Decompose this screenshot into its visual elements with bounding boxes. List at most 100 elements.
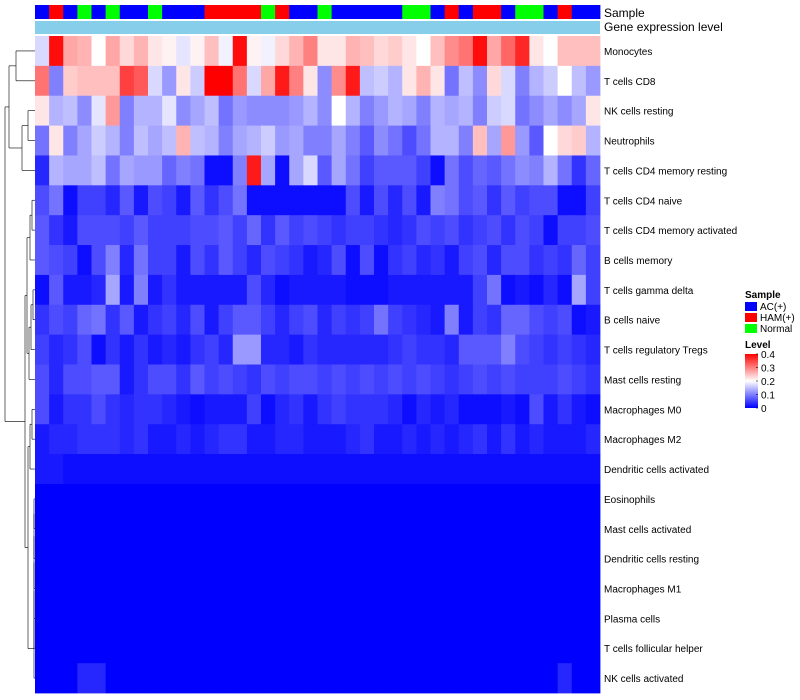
heatmap-cell — [35, 543, 50, 574]
heatmap-cell — [119, 95, 135, 126]
sample-annotation-cell — [148, 5, 163, 19]
heatmap-cell — [275, 424, 290, 455]
heatmap-cell — [275, 65, 290, 97]
heatmap-cell — [303, 573, 318, 604]
sample-annotation-cell — [359, 5, 375, 19]
heatmap-cell — [289, 663, 304, 694]
heatmap-cell — [91, 603, 107, 634]
heatmap-cell — [472, 513, 488, 545]
heatmap-cell — [49, 304, 64, 336]
heatmap-cell — [331, 663, 347, 694]
heatmap-cell — [49, 573, 64, 604]
heatmap-cell — [359, 483, 375, 515]
heatmap-cell — [105, 573, 121, 604]
heatmap-cell — [501, 573, 516, 604]
heatmap-cell — [557, 633, 573, 664]
heatmap-cell — [232, 65, 248, 97]
heatmap-cell — [317, 543, 333, 574]
heatmap-cell — [204, 394, 220, 425]
legend-tick-label: 0.2 — [761, 377, 775, 388]
heatmap-cell — [345, 95, 361, 126]
heatmap-cell — [261, 245, 276, 276]
heatmap-cell — [430, 334, 446, 365]
heatmap-cell — [402, 424, 417, 455]
heatmap-cell — [487, 334, 502, 365]
heatmap-cell — [162, 394, 177, 425]
heatmap-cell — [246, 543, 262, 574]
heatmap-cell — [359, 364, 375, 395]
heatmap-cell — [416, 603, 431, 634]
heatmap-cell — [571, 573, 587, 604]
heatmap-cell — [515, 215, 530, 246]
heatmap-cell — [585, 483, 601, 515]
heatmap-cell — [246, 65, 262, 97]
heatmap-cell — [501, 36, 516, 67]
heatmap-cell — [529, 513, 544, 545]
heatmap-cell — [402, 454, 417, 485]
heatmap-cell — [190, 334, 205, 365]
heatmap-cell — [63, 95, 78, 126]
heatmap-cell — [63, 155, 78, 186]
sample-annotation-cell — [501, 5, 516, 19]
heatmap-cell — [148, 155, 163, 186]
heatmap-cell — [105, 334, 121, 365]
heatmap-cell — [261, 573, 276, 604]
heatmap-cell — [35, 424, 50, 455]
heatmap-cell — [487, 543, 502, 574]
heatmap-cell — [458, 483, 474, 515]
heatmap-cell — [303, 454, 318, 485]
heatmap-cell — [585, 36, 601, 67]
heatmap-cell — [472, 304, 488, 336]
heatmap-cell — [402, 125, 417, 156]
heatmap-cell — [176, 245, 191, 276]
heatmap-cell — [402, 334, 417, 365]
heatmap-cell — [458, 543, 474, 574]
heatmap-cell — [345, 185, 361, 216]
heatmap-cell — [133, 603, 149, 634]
heatmap-cell — [204, 36, 220, 67]
heatmap-cell — [430, 95, 446, 126]
row-label: Macrophages M1 — [604, 584, 682, 595]
row-label: Mast cells activated — [604, 525, 691, 536]
heatmap-cell — [204, 215, 220, 246]
heatmap-cell — [359, 215, 375, 246]
heatmap-cell — [190, 245, 205, 276]
heatmap-cell — [148, 274, 163, 306]
heatmap-cell — [204, 454, 220, 485]
heatmap-cell — [275, 483, 290, 515]
heatmap-cell — [246, 573, 262, 604]
heatmap-cell — [119, 394, 135, 425]
heatmap-cell — [63, 125, 78, 156]
heatmap-cell — [246, 483, 262, 515]
heatmap-cell — [105, 36, 121, 67]
heatmap-cell — [430, 155, 446, 186]
heatmap-cell — [119, 483, 135, 515]
heatmap-cell — [162, 65, 177, 97]
heatmap-cell — [529, 543, 544, 574]
heatmap-cell — [190, 663, 205, 694]
heatmap-cell — [204, 65, 220, 97]
heatmap-cell — [162, 513, 177, 545]
sample-annotation-cell — [571, 5, 587, 19]
heatmap-cell — [148, 95, 163, 126]
heatmap-cell — [77, 155, 92, 186]
heatmap-cell — [388, 304, 403, 336]
heatmap-cell — [487, 245, 502, 276]
heatmap-cell — [458, 633, 474, 664]
heatmap-cell — [119, 245, 135, 276]
heatmap-cell — [232, 603, 248, 634]
heatmap-cell — [63, 424, 78, 455]
heatmap-cell — [317, 215, 333, 246]
heatmap-cell — [458, 364, 474, 395]
sample-annotation-cell — [472, 5, 488, 19]
heatmap-cell — [585, 334, 601, 365]
heatmap-cell — [105, 274, 121, 306]
heatmap-cell — [472, 36, 488, 67]
heatmap-cell — [472, 95, 488, 126]
heatmap-cell — [148, 65, 163, 97]
heatmap-cell — [458, 394, 474, 425]
heatmap-cell — [515, 513, 530, 545]
heatmap-cell — [571, 95, 587, 126]
heatmap-cell — [204, 334, 220, 365]
heatmap-cell — [515, 155, 530, 186]
